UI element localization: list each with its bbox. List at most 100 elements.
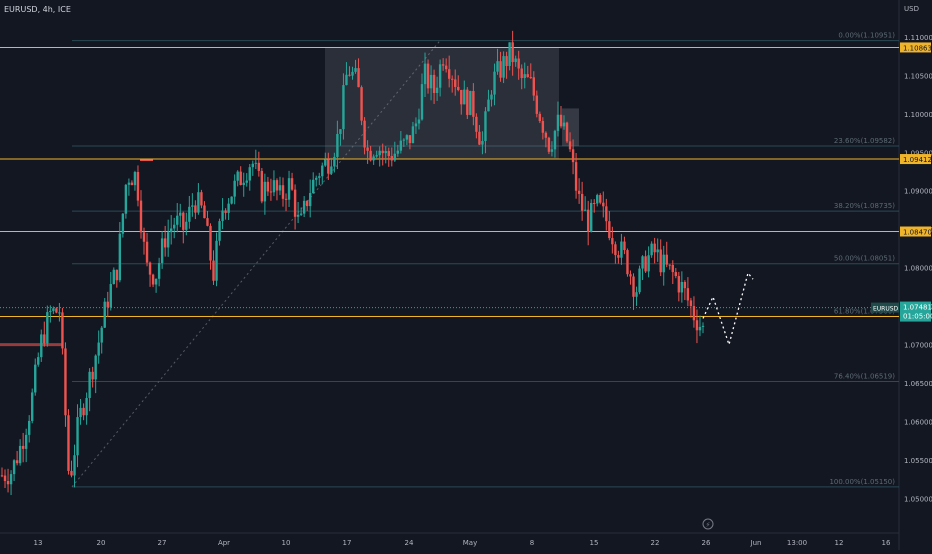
candle-body (529, 77, 532, 79)
countdown-text: 01:05:00 (903, 313, 932, 321)
time-tick-label: 26 (702, 539, 711, 547)
candle-body (296, 214, 300, 217)
candle-body (674, 272, 678, 277)
price-tick-label: 1.06000 (904, 418, 932, 426)
price-tick-label: 1.06500 (904, 380, 932, 388)
symbol-badge-text: EURUSD (873, 306, 899, 313)
candle-body (432, 74, 436, 94)
candle-body (327, 159, 330, 174)
candle-body (668, 264, 671, 266)
candle-body (511, 42, 514, 63)
candle-body (466, 89, 469, 115)
candle-body (438, 64, 442, 88)
time-tick-label: May (463, 539, 477, 547)
candle-body (194, 205, 197, 213)
time-tick-label: Apr (218, 539, 230, 547)
candle-body (623, 241, 626, 251)
candle-body (312, 179, 315, 194)
candle-body (505, 56, 508, 67)
range-box (325, 47, 559, 160)
last-price-badge (900, 301, 931, 322)
candle-body (127, 182, 131, 185)
candle-body (278, 185, 282, 191)
candle-body (635, 292, 638, 297)
candle-body (544, 132, 548, 138)
candle-body (611, 238, 614, 245)
candle-body (118, 233, 122, 281)
candle-body (12, 460, 16, 475)
candle-body (683, 281, 687, 289)
candle-body (336, 134, 339, 157)
candle-body (260, 170, 264, 202)
candle-body (463, 89, 466, 105)
candle-body (254, 162, 258, 164)
candle-body (653, 243, 656, 253)
candle-body (538, 113, 542, 122)
candle-body (218, 221, 221, 241)
candle-body (565, 122, 569, 142)
candle-body (451, 78, 454, 80)
candle-body (176, 215, 179, 225)
projection-path (702, 271, 754, 347)
candle-body (266, 181, 270, 192)
candle-body (330, 166, 333, 174)
candle-body (493, 71, 496, 95)
candle-body (281, 185, 285, 199)
candle-body (447, 69, 451, 79)
candle-body (472, 90, 475, 117)
time-tick-label: 24 (405, 539, 414, 547)
candle-body (182, 212, 185, 230)
candle-body (239, 171, 242, 185)
chart-title: EURUSD, 4h, ICE (4, 5, 71, 14)
candle-body (692, 306, 696, 321)
candle-body (454, 79, 457, 87)
candle-body (106, 301, 109, 308)
candle-body (593, 202, 596, 204)
candle-body (423, 63, 427, 85)
candle-body (27, 420, 31, 435)
candle-body (73, 455, 76, 476)
candle-body (236, 171, 239, 181)
candle-body (351, 71, 354, 76)
candle-body (333, 156, 336, 167)
fib-level-label: 76.40%(1.06519) (834, 373, 895, 381)
candle-body (287, 178, 291, 200)
candle-body (366, 147, 369, 151)
candle-body (248, 167, 251, 181)
candle-body (444, 65, 448, 70)
candle-body (91, 371, 94, 380)
time-tick-label: 12 (835, 539, 844, 547)
time-tick-label: 13:00 (787, 539, 807, 547)
candle-body (514, 58, 517, 63)
candle-body (441, 64, 445, 66)
time-tick-label: 10 (282, 539, 291, 547)
candle-body (354, 68, 357, 72)
candle-body (499, 61, 502, 78)
candle-body (302, 200, 306, 214)
candle-body (429, 74, 433, 89)
level-price-badge (900, 226, 931, 237)
candle-body (24, 434, 28, 449)
candle-body (508, 42, 511, 67)
candle-body (82, 407, 85, 416)
candle-body (695, 320, 699, 331)
candle-body (100, 327, 103, 343)
candle-body (487, 99, 490, 112)
candle-body (384, 151, 387, 154)
candle-body (257, 162, 261, 171)
candle-body (556, 114, 560, 131)
candle-body (61, 312, 64, 349)
candle-body (321, 165, 324, 177)
candle-body (605, 206, 608, 222)
candle-body (215, 240, 218, 281)
candle-body (686, 288, 690, 301)
candle-body (659, 249, 662, 273)
candle-body (375, 155, 378, 157)
candle-body (34, 364, 37, 393)
candle-body (568, 141, 572, 150)
time-tick-label: 16 (882, 539, 891, 547)
candle-body (284, 198, 288, 200)
candle-body (550, 149, 554, 152)
